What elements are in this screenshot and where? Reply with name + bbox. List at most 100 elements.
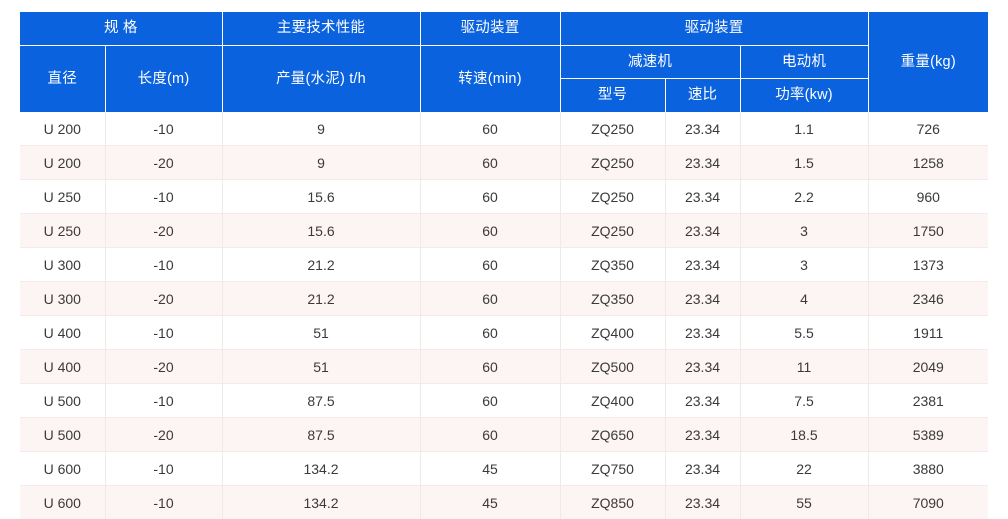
table-cell: 60 [420, 214, 560, 248]
table-cell: 60 [420, 112, 560, 146]
table-cell: 21.2 [222, 248, 420, 282]
header-col-model: 型号 [560, 79, 665, 113]
header-col-diameter: 直径 [20, 46, 105, 113]
table-cell: 51 [222, 316, 420, 350]
table-cell: 960 [868, 180, 988, 214]
header-group-performance: 主要技术性能 [222, 12, 420, 46]
table-cell: 23.34 [665, 452, 740, 486]
table-cell: 21.2 [222, 282, 420, 316]
specification-table-container: 规 格 主要技术性能 驱动装置 驱动装置 重量(kg) 直径 长度(m) 产量(… [20, 12, 988, 519]
header-sub-motor: 电动机 [740, 46, 868, 79]
table-cell: 60 [420, 418, 560, 452]
table-cell: ZQ250 [560, 180, 665, 214]
header-group-spec: 规 格 [20, 12, 222, 46]
table-header: 规 格 主要技术性能 驱动装置 驱动装置 重量(kg) 直径 长度(m) 产量(… [20, 12, 988, 112]
table-cell: 1.5 [740, 146, 868, 180]
header-col-ratio: 速比 [665, 79, 740, 113]
table-cell: 134.2 [222, 486, 420, 519]
header-col-length: 长度(m) [105, 46, 222, 113]
table-cell: ZQ250 [560, 214, 665, 248]
table-cell: -10 [105, 316, 222, 350]
table-cell: 5389 [868, 418, 988, 452]
header-col-output: 产量(水泥) t/h [222, 46, 420, 113]
header-sub-reducer: 减速机 [560, 46, 740, 79]
table-cell: 23.34 [665, 146, 740, 180]
table-cell: U 500 [20, 384, 105, 418]
table-cell: 60 [420, 248, 560, 282]
header-group-drive-right: 驱动装置 [560, 12, 868, 46]
header-col-weight: 重量(kg) [868, 12, 988, 112]
table-cell: -20 [105, 146, 222, 180]
table-cell: U 300 [20, 282, 105, 316]
table-cell: 2049 [868, 350, 988, 384]
table-cell: 23.34 [665, 350, 740, 384]
table-cell: U 400 [20, 350, 105, 384]
table-cell: 45 [420, 486, 560, 519]
table-cell: 23.34 [665, 486, 740, 519]
table-cell: 23.34 [665, 214, 740, 248]
table-cell: U 200 [20, 112, 105, 146]
table-cell: 5.5 [740, 316, 868, 350]
table-cell: ZQ850 [560, 486, 665, 519]
table-cell: 134.2 [222, 452, 420, 486]
table-cell: ZQ250 [560, 112, 665, 146]
table-cell: ZQ500 [560, 350, 665, 384]
table-cell: -10 [105, 486, 222, 519]
table-cell: 9 [222, 146, 420, 180]
table-cell: -20 [105, 418, 222, 452]
table-cell: 1373 [868, 248, 988, 282]
table-cell: 23.34 [665, 282, 740, 316]
table-cell: -10 [105, 452, 222, 486]
table-cell: -10 [105, 248, 222, 282]
table-cell: 60 [420, 180, 560, 214]
specification-table: 规 格 主要技术性能 驱动装置 驱动装置 重量(kg) 直径 长度(m) 产量(… [20, 12, 988, 519]
table-cell: 23.34 [665, 418, 740, 452]
table-cell: 22 [740, 452, 868, 486]
table-cell: 9 [222, 112, 420, 146]
table-cell: 1258 [868, 146, 988, 180]
table-cell: -20 [105, 282, 222, 316]
table-cell: 55 [740, 486, 868, 519]
table-cell: 15.6 [222, 180, 420, 214]
table-cell: 45 [420, 452, 560, 486]
table-cell: 51 [222, 350, 420, 384]
table-cell: U 600 [20, 452, 105, 486]
header-group-drive-left: 驱动装置 [420, 12, 560, 46]
table-cell: U 400 [20, 316, 105, 350]
table-cell: ZQ350 [560, 248, 665, 282]
table-cell: ZQ750 [560, 452, 665, 486]
table-cell: 4 [740, 282, 868, 316]
table-cell: 2381 [868, 384, 988, 418]
header-col-power: 功率(kw) [740, 79, 868, 113]
table-cell: U 300 [20, 248, 105, 282]
table-cell: 726 [868, 112, 988, 146]
table-cell: 60 [420, 384, 560, 418]
table-cell: -20 [105, 214, 222, 248]
table-cell: 60 [420, 146, 560, 180]
table-cell: 60 [420, 282, 560, 316]
table-cell: 2346 [868, 282, 988, 316]
table-cell: 3 [740, 214, 868, 248]
table-cell: 60 [420, 350, 560, 384]
table-cell: 15.6 [222, 214, 420, 248]
table-cell: U 250 [20, 214, 105, 248]
table-cell: U 250 [20, 180, 105, 214]
table-cell: -20 [105, 350, 222, 384]
table-cell: 23.34 [665, 112, 740, 146]
table-cell: 3880 [868, 452, 988, 486]
table-cell: 23.34 [665, 384, 740, 418]
table-cell: -10 [105, 384, 222, 418]
table-cell: 11 [740, 350, 868, 384]
table-cell: -10 [105, 112, 222, 146]
table-cell: 1.1 [740, 112, 868, 146]
table-cell: U 600 [20, 486, 105, 519]
table-cell: 7090 [868, 486, 988, 519]
table-cell: 18.5 [740, 418, 868, 452]
